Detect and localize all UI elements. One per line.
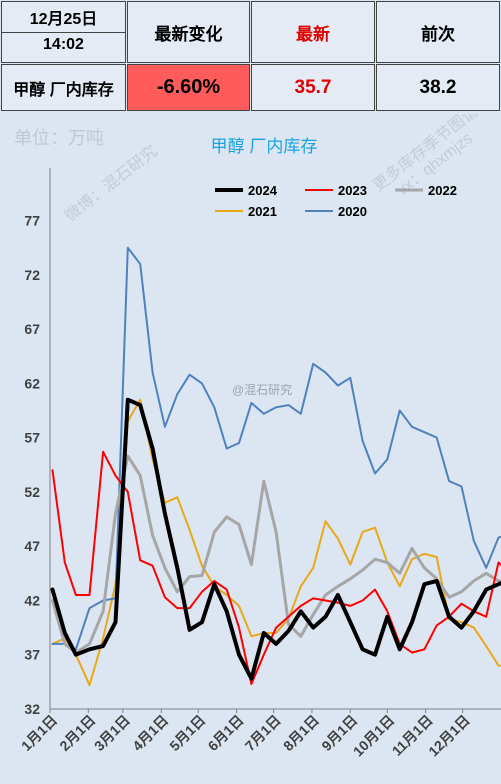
chart-area: 单位：万吨 微博：混石研究 更多库存季节图请加 vx：qhxmjzs @混石研究…: [0, 114, 501, 779]
x-tick-label: 8月1日: [280, 712, 322, 754]
x-tick-label: 12月1日: [425, 712, 473, 760]
col-header-latest: 最新: [251, 1, 375, 63]
legend-label-2023: 2023: [338, 183, 367, 198]
latest-value-cell: 35.7: [251, 64, 375, 111]
legend: 2024 2023 2022 2021 2020: [215, 183, 457, 219]
prev-value-cell: 38.2: [376, 64, 500, 111]
watermark-weibo: 微博：混石研究: [61, 142, 160, 225]
x-tick-label: 1月1日: [18, 712, 60, 754]
series-line-2020: [53, 248, 501, 650]
item-name-cell: 甲醇 厂内库存: [1, 64, 126, 111]
y-tick-label: 47: [24, 538, 40, 554]
col-header-change: 最新变化: [127, 1, 250, 63]
x-tick-label: 6月1日: [205, 712, 247, 754]
legend-label-2020: 2020: [338, 204, 367, 219]
date-label: 12月25日: [30, 8, 98, 32]
x-tick-label: 3月1日: [91, 712, 133, 754]
watermark-unit: 单位：万吨: [14, 128, 104, 148]
x-tick-label: 5月1日: [166, 712, 208, 754]
y-tick-label: 52: [24, 484, 40, 500]
y-tick-label: 37: [24, 647, 40, 663]
legend-label-2022: 2022: [428, 183, 457, 198]
series-group: [53, 248, 501, 685]
y-tick-label: 57: [24, 430, 40, 446]
y-tick-label: 67: [24, 321, 40, 337]
col-header-prev: 前次: [376, 1, 500, 63]
x-tick-label: 10月1日: [350, 712, 398, 760]
inventory-line-chart: 单位：万吨 微博：混石研究 更多库存季节图请加 vx：qhxmjzs @混石研究…: [0, 114, 501, 779]
chart-title: 甲醇 厂内库存: [211, 137, 318, 156]
watermark-center: @混石研究: [232, 382, 292, 397]
date-time-cell: 12月25日 14:02: [1, 1, 126, 63]
y-tick-label: 42: [24, 592, 40, 608]
time-label: 14:02: [43, 33, 84, 57]
y-tick-label: 32: [24, 701, 40, 717]
summary-table: 12月25日 14:02 最新变化 最新 前次 甲醇 厂内库存 -6.60% 3…: [0, 0, 501, 112]
x-tick-label: 7月1日: [242, 712, 284, 754]
axes: 32 37 42 47 52 57 62 67 72 77 1月1日2月1日3月1日4月1日5月1日…: [18, 168, 501, 759]
legend-label-2024: 2024: [248, 183, 278, 198]
y-tick-label: 62: [24, 375, 40, 391]
change-value-cell: -6.60%: [127, 64, 250, 111]
y-tick-label: 77: [24, 213, 40, 229]
legend-label-2021: 2021: [248, 204, 277, 219]
y-tick-label: 72: [24, 267, 40, 283]
x-tick-label: 4月1日: [129, 712, 171, 754]
x-tick-label: 2月1日: [56, 712, 98, 754]
